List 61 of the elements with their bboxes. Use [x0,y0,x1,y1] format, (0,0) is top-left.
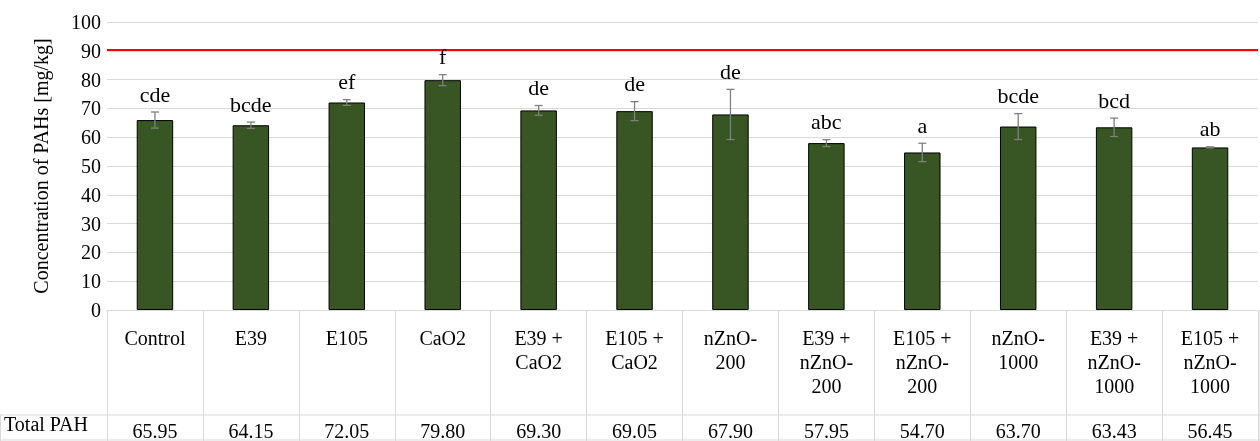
bar [1191,147,1229,310]
y-tick-label: 30 [81,212,101,235]
y-tick-label: 60 [81,126,101,149]
data-label: 54.70 [899,420,945,441]
annotation: cde [139,81,171,107]
x-tick-label: E105 + CaO2 [605,327,664,373]
data-label: 69.05 [612,420,658,441]
annotation: ef [338,69,357,95]
data-label: 67.90 [707,420,753,441]
bar [424,80,461,310]
y-tick-label: 100 [71,11,101,33]
annotation: ab [1199,116,1221,142]
x-tick-label: E39 + CaO2 [514,327,563,373]
x-tick-label: E105 + nZnO-1000 [1180,327,1240,397]
annotation: f [439,44,448,70]
y-tick-label: 40 [81,183,101,206]
bar [616,111,653,310]
x-tick-label: CaO2 [419,327,467,349]
bar [136,120,174,310]
annotation: bcd [1098,87,1131,113]
data-label: 79.80 [420,420,466,441]
y-tick-label: 90 [81,39,101,62]
data-label: 56.45 [1187,420,1233,441]
annotation: abc [811,109,842,135]
annotation: de [720,58,741,84]
bar [808,143,845,310]
data-label: 63.70 [995,420,1041,441]
bar [520,110,557,310]
y-tick-label: 50 [81,155,101,177]
data-label: 64.15 [228,420,274,441]
bar [328,102,366,310]
bar [1095,127,1133,310]
text: Total PAH [4,413,88,435]
data-label: 63.43 [1091,420,1137,441]
data-label: 65.95 [132,420,178,441]
annotation: de [528,75,550,101]
annotation: bcde [230,91,272,117]
x-tick-label: E39 [234,327,267,349]
data-label: 69.30 [516,420,562,441]
y-tick-label: 70 [81,97,101,120]
annotation: bcde [997,83,1039,109]
data-label: 72.05 [324,420,370,441]
y-tick-label: 20 [81,241,101,264]
bar [712,114,749,310]
x-tick-label: nZnO-1000 [991,327,1045,373]
x-tick-label: nZnO-200 [703,327,758,373]
x-tick-label: E105 [325,327,368,349]
data-label: 57.95 [803,420,849,441]
bar [904,152,941,310]
bar [999,126,1037,310]
annotation: a [917,112,928,138]
x-tick-label: E39 + nZnO-1000 [1087,327,1141,397]
bar [232,125,270,310]
y-axis-title: Concentration of PAHs [mg/kg] [30,38,53,294]
y-tick-label: 80 [81,68,101,91]
y-tick-label: 10 [81,270,101,293]
x-tick-label: E39 + nZnO-200 [799,327,854,397]
x-tick-label: Control [124,327,186,349]
annotation: de [624,71,645,97]
y-tick-label: 0 [91,299,101,321]
x-tick-label: E105 + nZnO-200 [893,327,952,397]
